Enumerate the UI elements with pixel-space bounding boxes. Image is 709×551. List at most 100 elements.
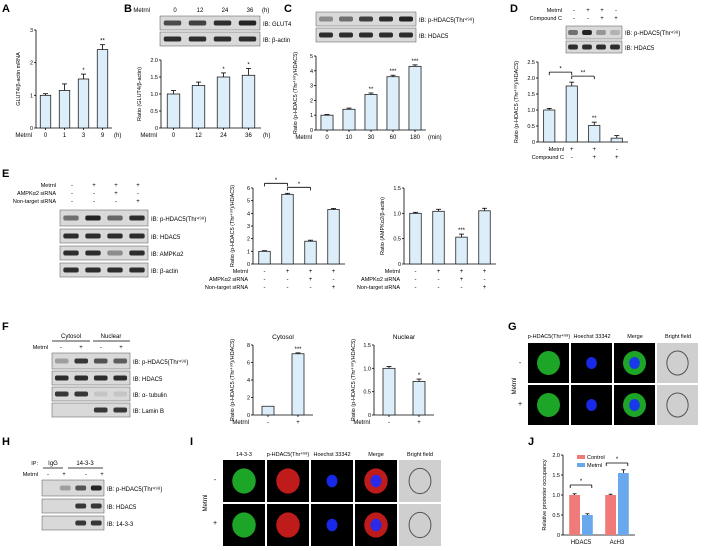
x-tick-label-B: 12 [195,133,202,139]
row-sign-D: - [616,147,618,153]
blot-F-hdac5-band [54,375,69,381]
tile-I-r2-green [223,504,265,546]
blot-B-actin-band [238,36,257,42]
tile-G-r2-merge-nucleus [629,399,640,411]
ib-label-ib_phdac5: IB: p-HDAC5(Thr⁴⁹⁸) [151,216,206,223]
panel-letter-A: A [2,3,10,15]
x-tick-label-C: 180 [410,135,421,141]
sign-F: + [119,345,123,351]
blot-E-ampk-band [107,250,123,256]
tile-G-r1-bright [657,343,698,383]
sign-E: - [115,199,117,205]
sign-E: - [93,191,95,197]
row-label-E2: Metrnl [385,269,400,275]
x-tick-label-F2: + [417,420,421,426]
blot-B-glut4-band [238,20,257,26]
blot-B-glut4-membrane [159,15,261,31]
y-tick-label-D: 0 [532,140,535,146]
y-tick-label-C: 3 [310,84,313,90]
col-header-I: Bright field [407,452,433,458]
tile-G-r2-merge [614,385,655,425]
x-tick-label-A: 0 [44,133,48,139]
row-label-E1: AMPKα2 siRNA [209,277,248,283]
y-axis-label-E2: Ratio (AMPKα2/β-actin) [380,197,386,255]
row-sign-E2: - [438,277,440,283]
y-tick-label-E1: 3 [247,224,250,230]
blot-B-glut4-band [213,20,232,26]
tile-I-r1-blue [311,460,353,502]
panel-letter-B: B [124,3,132,15]
1433-label-H: 14-3-3 [76,461,94,467]
blot-H-1433-band [75,520,87,526]
y-tick-label-F1: 2 [247,396,250,402]
col-header-G: Merge [627,334,643,340]
tile-G-r2-green [528,385,569,425]
significance-D: ** [592,116,597,122]
y-axis-label-J: Relative promoter occupancy [542,459,548,530]
tile-G-r1-green-cell [537,351,560,375]
row-sign-D: + [570,147,574,153]
blot-H-1433-membrane [41,515,105,531]
tile-G-r2-blue-nucleus [586,399,597,411]
sign-E: - [71,199,73,205]
tile-I-r1-bright-outline [408,467,432,495]
time-label-B: 36 [247,8,254,14]
blot-B-actin-membrane [159,31,261,47]
blot-E-phdac5-band [129,215,145,221]
blot-E-hdac5-band [129,233,145,239]
x-axis-label-F1: Metrnl [232,420,249,426]
blot-E-phdac5-band [107,215,123,221]
x-tick-label-B: 24 [220,133,227,139]
y-axis-label-C: Ratio (p-HDAC5 (Thr⁴⁹⁸)/HDAC5) [292,52,299,134]
x-axis-label-B: Metrnl [140,133,157,139]
blot-E-hdac5-band [107,233,123,239]
tile-G-r2-bright-outline [666,392,689,418]
x-tick-label-C: 10 [346,135,353,141]
y-tick-label-A: 2 [30,61,33,67]
row-sign-E1: - [287,285,289,291]
y-axis-label-B: Ratio (GLUT4/β-actin) [137,67,143,121]
bar-A-1 [58,90,71,129]
blot-D-hdac5-band [582,44,592,50]
row-label-D: Metrnl [549,147,564,153]
x-tick-label-F1: - [267,420,269,426]
chart-title-F1: Cytosol [272,334,294,341]
sign-H: - [47,472,49,478]
bar-F2-0 [382,367,396,416]
metrnl-label-G: Metrnl [512,378,518,395]
tile-I-r2-bright-outline [408,511,432,539]
legend-swatch-Control [577,455,585,459]
col-header-I: 14-3-3 [236,452,252,458]
bar-F1-0 [261,405,275,416]
tile-I-r2-red [267,504,309,546]
unit-label-B: (h) [262,8,269,14]
bar-J-Control-HDAC5 [569,495,580,535]
bar-F2-1 [412,380,426,416]
tile-G-r1-blue [571,343,612,383]
blot-F-phdac5-band [74,358,89,364]
ib-label-ib_tubulin: IB: α- tubulin [133,393,167,399]
blot-D-phdac5-band [596,30,606,35]
row-sign-E1: - [264,277,266,283]
sign-F: - [100,345,102,351]
y-tick-label-E1: 6 [247,186,250,192]
ib-label-ib_actin: IB: β-actin [263,38,290,44]
time-label-B: 24 [222,8,229,14]
tile-I-r2-red-cell [276,512,300,538]
tile-G-r1-merge-nucleus [629,357,640,369]
y-tick-label-E1: 2 [247,237,250,243]
sign-E: + [136,183,140,189]
legend-label-Control: Control [587,455,605,461]
tile-G-r2-bright [657,385,698,425]
bar-B-3 [241,74,256,129]
x-tick-label-F2: - [388,420,390,426]
blot-F-hdac5-band [74,375,89,381]
y-tick-label-E2: 1.5 [393,186,401,192]
bar-E1-1 [281,193,294,265]
bar-D-3 [610,137,623,143]
blot-F-hdac5-band [93,375,108,381]
row-label-D: Compound C [532,155,564,161]
y-tick-label-C: 1 [310,113,313,119]
panel-letter-I: I [190,436,193,448]
significance-A: * [82,68,85,74]
